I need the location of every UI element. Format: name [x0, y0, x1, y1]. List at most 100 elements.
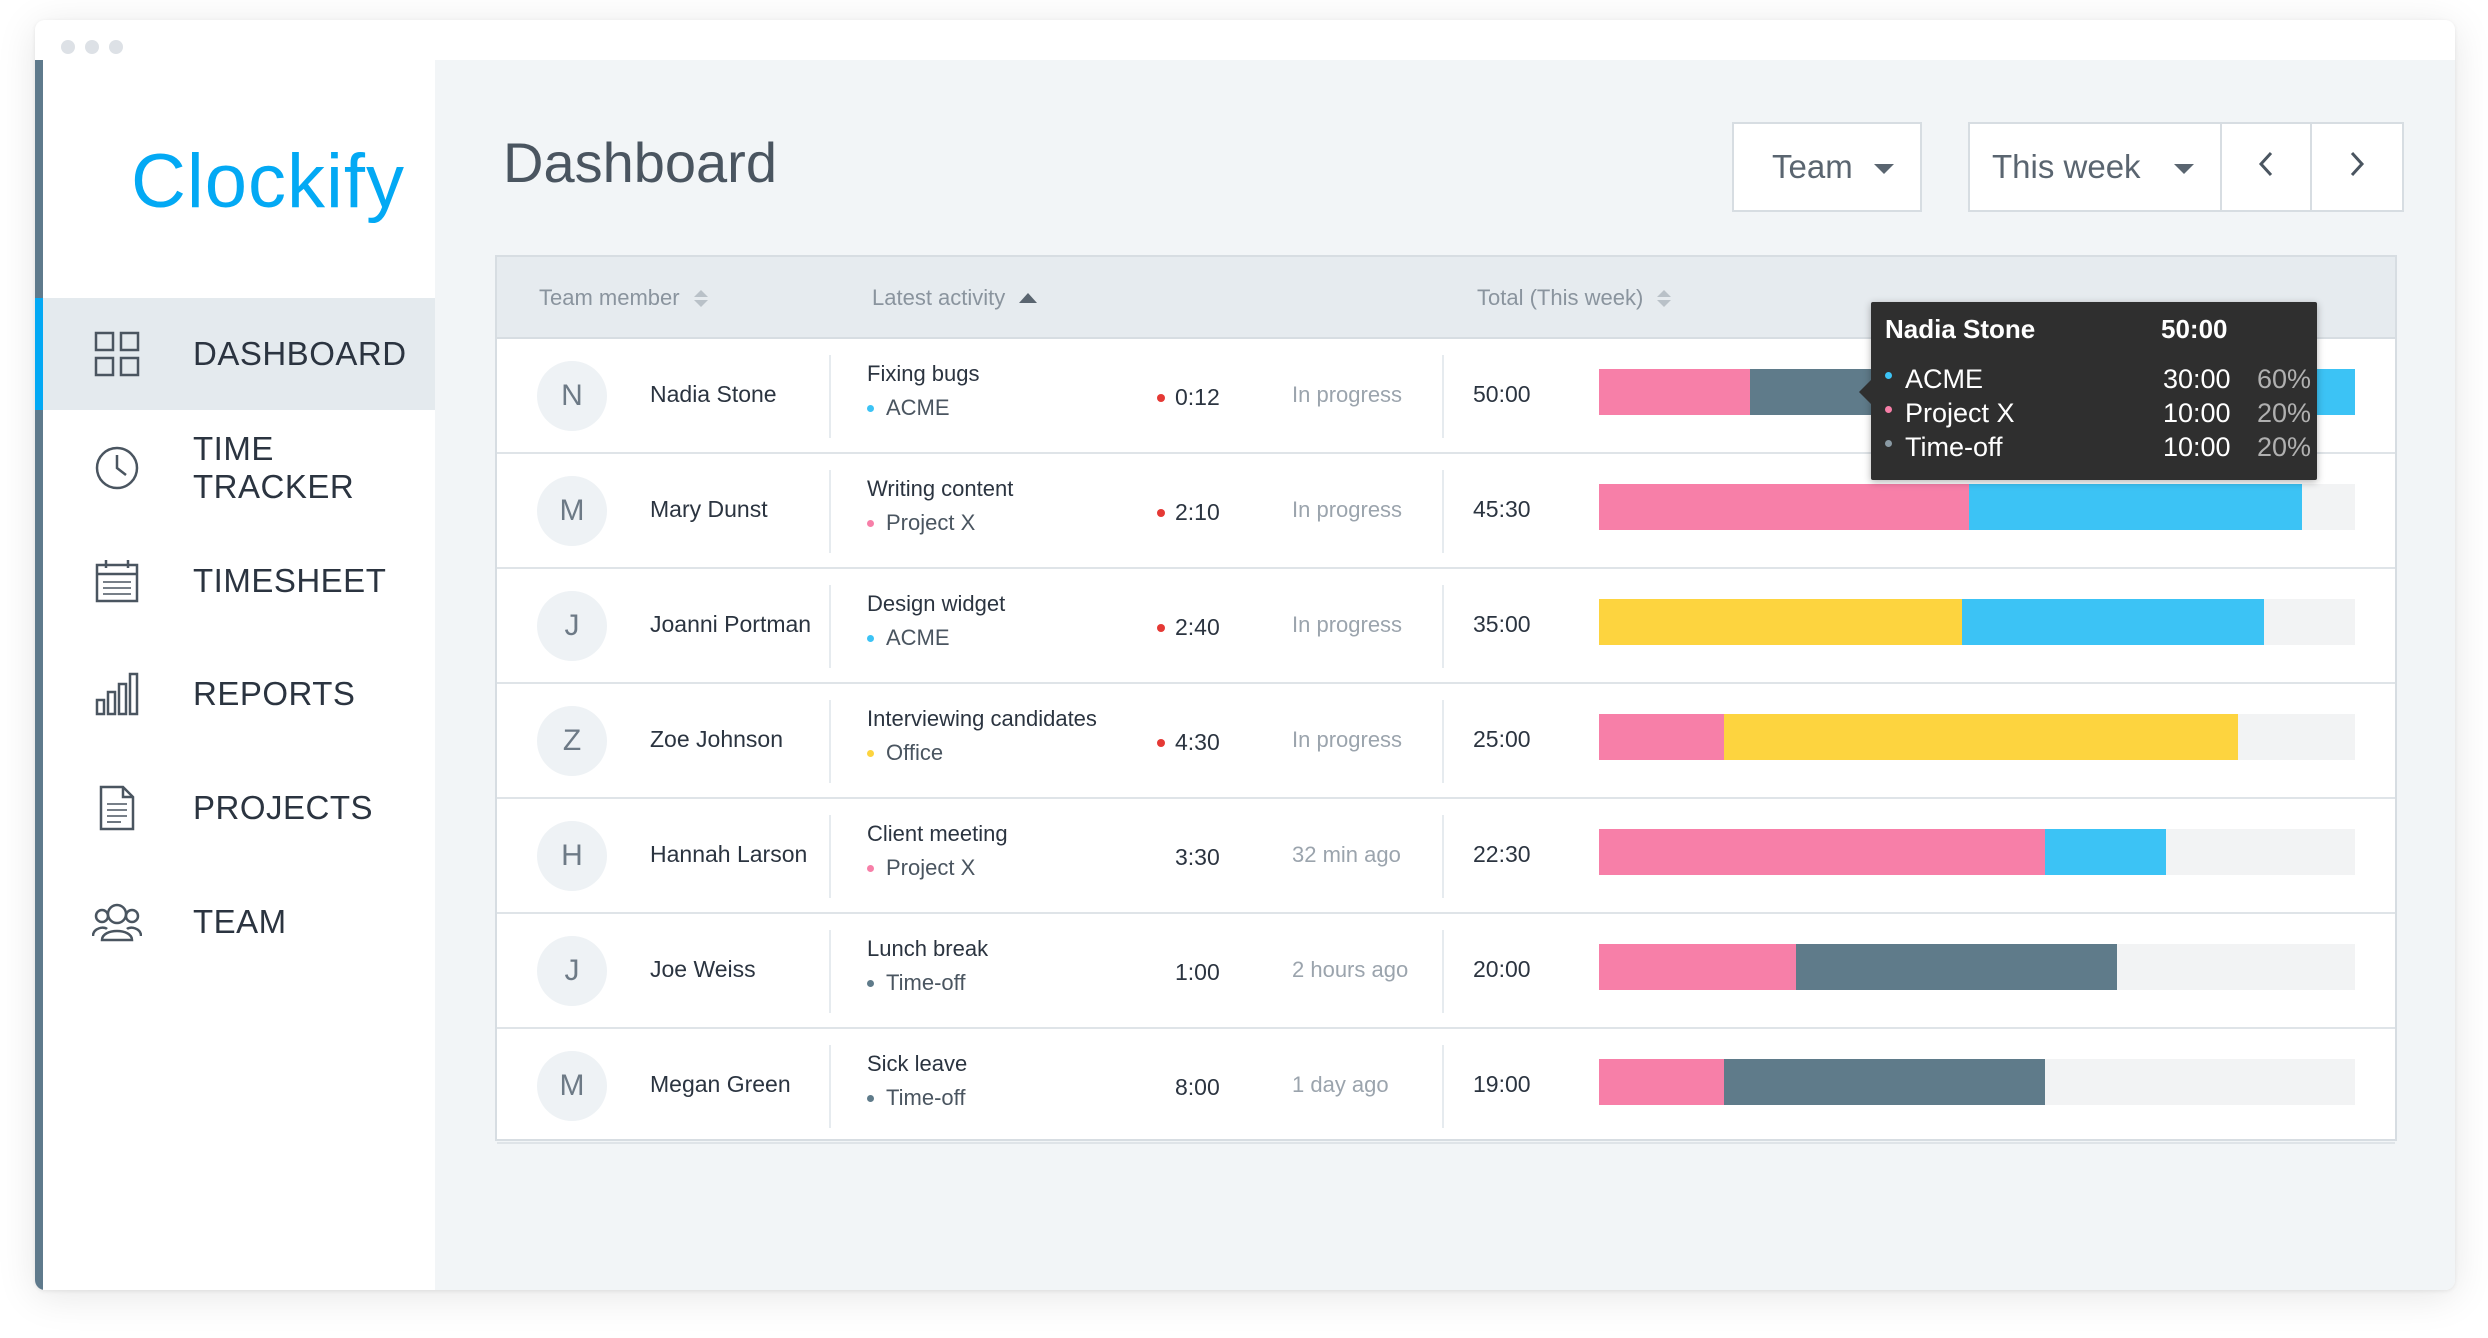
bar-segment[interactable] [1723, 1059, 2046, 1105]
date-range-select[interactable]: This week [1968, 122, 2222, 212]
avatar[interactable]: N [537, 361, 607, 431]
project-dot [1885, 372, 1892, 379]
title-bar [35, 20, 2455, 60]
table-row[interactable]: H Hannah Larson Client meeting Project X 3:3… [497, 799, 2395, 914]
bar-segment[interactable] [1599, 369, 1751, 415]
previous-period-button[interactable] [2220, 122, 2312, 212]
project-dot [867, 979, 874, 987]
bar-segment[interactable] [1599, 714, 1724, 760]
bar-segment[interactable] [1599, 484, 1970, 530]
project-dot [867, 519, 874, 527]
avatar[interactable]: M [537, 476, 607, 546]
activity-project: ACME [867, 625, 950, 651]
avatar[interactable]: M [537, 1051, 607, 1121]
bar-segment[interactable] [1599, 599, 1962, 645]
project-dot [867, 749, 874, 757]
weekly-total: 20:00 [1473, 956, 1531, 982]
bar-chart-icon [91, 668, 143, 720]
avatar[interactable]: H [537, 821, 607, 891]
duration-value: 8:00 [1175, 1074, 1220, 1100]
column-divider [1442, 930, 1444, 1013]
activity-project: Time-off [867, 1085, 965, 1111]
bar-segment[interactable] [1969, 484, 2303, 530]
duration-value: 3:30 [1175, 844, 1220, 870]
bar-segment[interactable] [1795, 944, 2117, 990]
activity-project: Project X [867, 855, 975, 881]
table-row[interactable]: M Megan Green Sick leave Time-off 8:00 1 day … [497, 1029, 2395, 1144]
weekly-total: 35:00 [1473, 611, 1531, 637]
project-dot [867, 864, 874, 872]
tooltip-item-label: Project X [1905, 398, 2015, 428]
activity-description: Writing content [867, 476, 1014, 501]
activity-description: Sick leave [867, 1051, 968, 1076]
column-header-label: Total (This week) [1477, 285, 1644, 310]
sidebar-item-label: TIMESHEET [193, 562, 387, 599]
bar-segment[interactable] [1961, 599, 2265, 645]
column-divider [829, 585, 831, 668]
sidebar-item-projects[interactable]: PROJECTS [43, 752, 435, 864]
weekly-breakdown-bar[interactable] [1599, 599, 2355, 645]
table-header: Team member Latest activity Total (This … [497, 257, 2395, 339]
window-dot [61, 40, 75, 54]
sidebar-item-dashboard[interactable]: DASHBOARD [35, 298, 435, 410]
bar-segment[interactable] [1723, 714, 2238, 760]
running-indicator-icon [1157, 738, 1165, 747]
bar-segment[interactable] [1599, 1059, 1724, 1105]
project-dot [867, 404, 874, 412]
weekly-breakdown-bar[interactable] [1599, 1059, 2355, 1105]
running-indicator-icon [1157, 393, 1165, 402]
weekly-breakdown-bar[interactable] [1599, 714, 2355, 760]
member-name: Megan Green [650, 1071, 791, 1097]
activity-project: Time-off [867, 970, 965, 996]
activity-description: Interviewing candidates [867, 706, 1097, 731]
window-left-edge [35, 60, 43, 1290]
sidebar-item-label: TEAM [193, 903, 287, 940]
member-name: Nadia Stone [650, 381, 777, 407]
avatar[interactable]: J [537, 936, 607, 1006]
sidebar-item-label: REPORTS [193, 675, 356, 712]
clockify-logo[interactable]: Clockify [131, 139, 406, 224]
sort-ascending-icon [1019, 293, 1038, 303]
weekly-breakdown-bar[interactable] [1599, 829, 2355, 875]
dashboard-grid-icon [91, 328, 143, 380]
activity-duration: 2:40 [1157, 614, 1220, 641]
tooltip-item-percent: 60% [2257, 364, 2312, 394]
calendar-icon [91, 555, 143, 607]
activity-duration: 1:00 [1175, 959, 1220, 986]
weekly-breakdown-bar[interactable] [1599, 484, 2355, 530]
table-row[interactable]: J Joanni Portman Design widget ACME 2:40 In p… [497, 569, 2395, 684]
team-select-value: Team [1772, 148, 1853, 185]
column-header-total[interactable]: Total (This week) [1477, 285, 1672, 311]
tooltip-item-percent: 20% [2257, 432, 2312, 462]
bar-segment[interactable] [2045, 829, 2166, 875]
tooltip-total: 50:00 [2161, 314, 2228, 344]
sidebar-item-label: PROJECTS [193, 789, 374, 826]
column-header-team-member[interactable]: Team member [539, 285, 708, 311]
team-select[interactable]: Team [1732, 122, 1922, 212]
next-period-button[interactable] [2310, 122, 2404, 212]
bar-segment[interactable] [1599, 944, 1796, 990]
column-divider [1442, 355, 1444, 438]
weekly-breakdown-bar[interactable] [1599, 944, 2355, 990]
activity-status: In progress [1292, 612, 1403, 637]
table-row[interactable]: Z Zoe Johnson Interviewing candidates Offic… [497, 684, 2395, 799]
project-dot [1885, 440, 1892, 447]
people-icon [91, 896, 143, 948]
sidebar-item-timesheet[interactable]: TIMESHEET [43, 525, 435, 637]
main-content: Dashboard Team This week Team member [435, 60, 2455, 1290]
column-divider [829, 815, 831, 898]
column-header-latest-activity[interactable]: Latest activity [872, 285, 1038, 311]
avatar[interactable]: Z [537, 706, 607, 776]
avatar[interactable]: J [537, 591, 607, 661]
table-row[interactable]: M Mary Dunst Writing content Project X 2:10 I… [497, 454, 2395, 569]
sidebar-item-reports[interactable]: REPORTS [43, 638, 435, 750]
sidebar-item-team[interactable]: TEAM [43, 866, 435, 978]
sort-icon [1657, 289, 1672, 307]
bar-segment[interactable] [1599, 829, 2046, 875]
chevron-left-icon [2256, 148, 2276, 186]
activity-duration: 4:30 [1157, 729, 1220, 756]
sidebar-item-time-tracker[interactable]: TIME TRACKER [43, 412, 435, 524]
running-indicator-icon [1157, 508, 1165, 517]
table-row[interactable]: J Joe Weiss Lunch break Time-off 1:00 2 hours… [497, 914, 2395, 1029]
project-name: ACME [886, 625, 950, 650]
